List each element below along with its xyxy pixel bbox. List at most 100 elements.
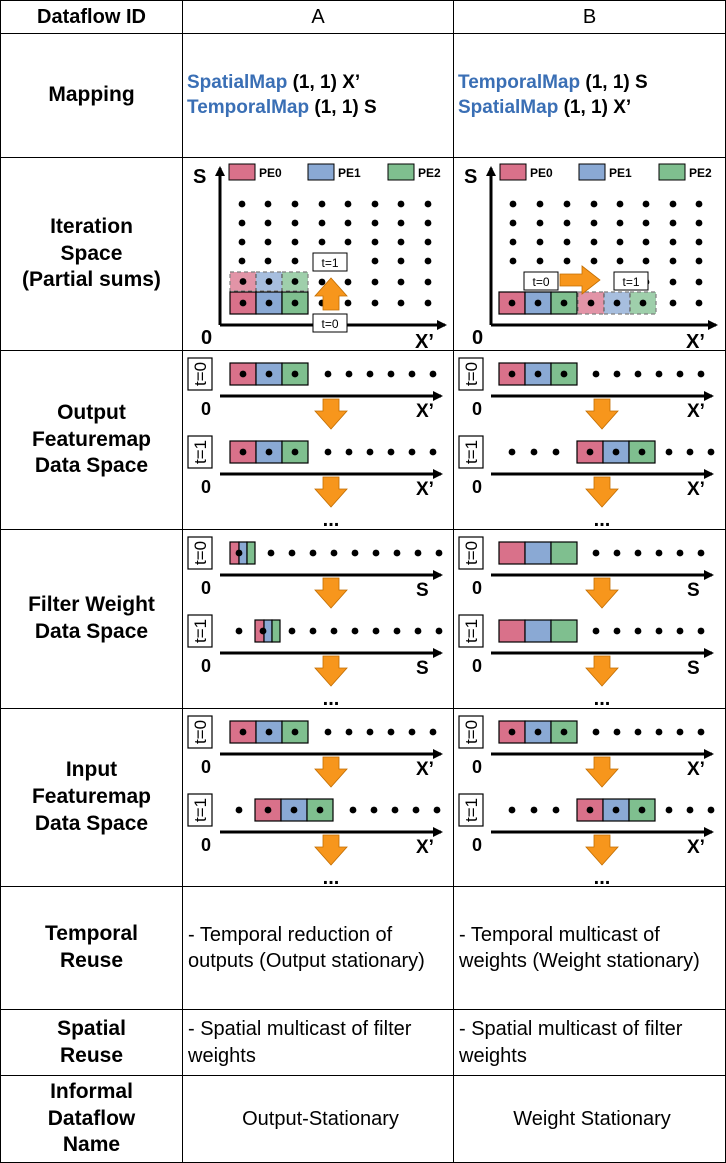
down-arrow xyxy=(585,756,619,788)
dot xyxy=(291,219,299,227)
origin-label: 0 xyxy=(472,399,482,419)
dot xyxy=(638,448,646,456)
dot xyxy=(235,806,243,814)
dot xyxy=(676,627,684,635)
iteration-cell-a xyxy=(183,158,454,351)
legend-label: PE0 xyxy=(530,166,553,180)
time-box-vertical xyxy=(187,435,213,469)
time-label-vertical: t=1 xyxy=(462,440,481,464)
dot xyxy=(613,299,621,307)
down-arrow xyxy=(314,655,348,687)
dot xyxy=(592,370,600,378)
dot xyxy=(508,370,516,378)
dot xyxy=(616,238,624,246)
origin-label: 0 xyxy=(201,656,211,676)
dot xyxy=(291,257,299,265)
temporal-label-1: Temporal xyxy=(45,922,138,946)
dot xyxy=(318,200,326,208)
dot xyxy=(669,219,677,227)
dot xyxy=(638,806,646,814)
mapping-a-args2: (1, 1) S xyxy=(314,97,377,118)
dot xyxy=(309,549,317,557)
origin-label: 0 xyxy=(201,327,212,349)
legend-label: PE0 xyxy=(259,166,282,180)
iteration-label-1: Iteration xyxy=(50,214,133,238)
output-label-1: Output xyxy=(57,400,126,424)
dot xyxy=(324,370,332,378)
dot xyxy=(370,806,378,814)
x-axis-label: X’ xyxy=(415,331,434,353)
time-box-vertical xyxy=(458,435,484,469)
dot xyxy=(366,370,374,378)
ellipsis: ... xyxy=(323,509,340,531)
ellipsis: ... xyxy=(594,867,611,889)
spatial-label-2: Reuse xyxy=(59,1043,123,1067)
dot xyxy=(669,257,677,265)
dot xyxy=(239,278,247,285)
legend-swatch xyxy=(387,163,415,181)
dot xyxy=(345,448,353,456)
row-label-informal: Informal Dataflow Name xyxy=(0,1076,183,1163)
time-box xyxy=(523,271,559,291)
time-label: t=1 xyxy=(622,275,639,289)
mapping-b-args1: (1, 1) S xyxy=(585,72,648,93)
dot xyxy=(563,219,571,227)
dot xyxy=(616,200,624,208)
dot xyxy=(676,728,684,736)
dot xyxy=(536,200,544,208)
dot xyxy=(552,448,560,456)
dot xyxy=(291,299,299,307)
dot xyxy=(265,370,273,378)
legend-label: PE1 xyxy=(609,166,632,180)
time-label-vertical: t=1 xyxy=(462,619,481,643)
dot xyxy=(586,806,594,814)
time-label-vertical: t=1 xyxy=(191,798,210,822)
pe-cell xyxy=(550,619,578,643)
dot xyxy=(264,238,272,246)
input-label-1: Input xyxy=(65,758,118,782)
origin-label: 0 xyxy=(201,757,211,777)
dot xyxy=(366,448,374,456)
temporal-label-2: Reuse xyxy=(59,949,124,972)
dot xyxy=(697,549,705,557)
origin-label: 0 xyxy=(472,477,482,497)
temporal-a-1: - Temporal reduction of xyxy=(188,923,393,946)
dot xyxy=(509,200,517,208)
dot xyxy=(508,806,516,814)
dot xyxy=(424,200,432,208)
dot xyxy=(655,728,663,736)
ellipsis: ... xyxy=(323,688,340,710)
dot xyxy=(265,299,273,307)
dot xyxy=(412,806,420,814)
axis-label: X’ xyxy=(416,759,434,780)
ellipsis: ... xyxy=(594,509,611,531)
row-label-mapping: Mapping xyxy=(0,34,183,158)
spatial-cell-b: - Spatial multicast of filter weights xyxy=(454,1010,726,1076)
temporal-b-1: - Temporal multicast of xyxy=(459,923,660,946)
dot xyxy=(424,299,432,307)
dot xyxy=(344,219,352,227)
spatial-label-1: Spatial xyxy=(57,1016,126,1040)
ellipsis: ... xyxy=(594,688,611,710)
dot xyxy=(508,448,516,456)
dot xyxy=(265,728,273,736)
dot xyxy=(695,257,703,265)
dot xyxy=(509,238,517,246)
right-arrow xyxy=(559,265,601,295)
dot xyxy=(318,278,326,286)
dot xyxy=(560,728,568,736)
dot xyxy=(563,238,571,246)
dot xyxy=(397,299,405,307)
dot xyxy=(592,549,600,557)
dot xyxy=(642,238,650,246)
dot xyxy=(351,549,359,557)
pe-cell xyxy=(550,541,578,565)
dot xyxy=(707,448,715,456)
pe-cell xyxy=(498,619,526,643)
dot xyxy=(291,278,299,285)
dot xyxy=(318,219,326,227)
dot xyxy=(435,627,443,635)
down-arrow xyxy=(585,834,619,866)
axis-label: X’ xyxy=(416,837,434,858)
